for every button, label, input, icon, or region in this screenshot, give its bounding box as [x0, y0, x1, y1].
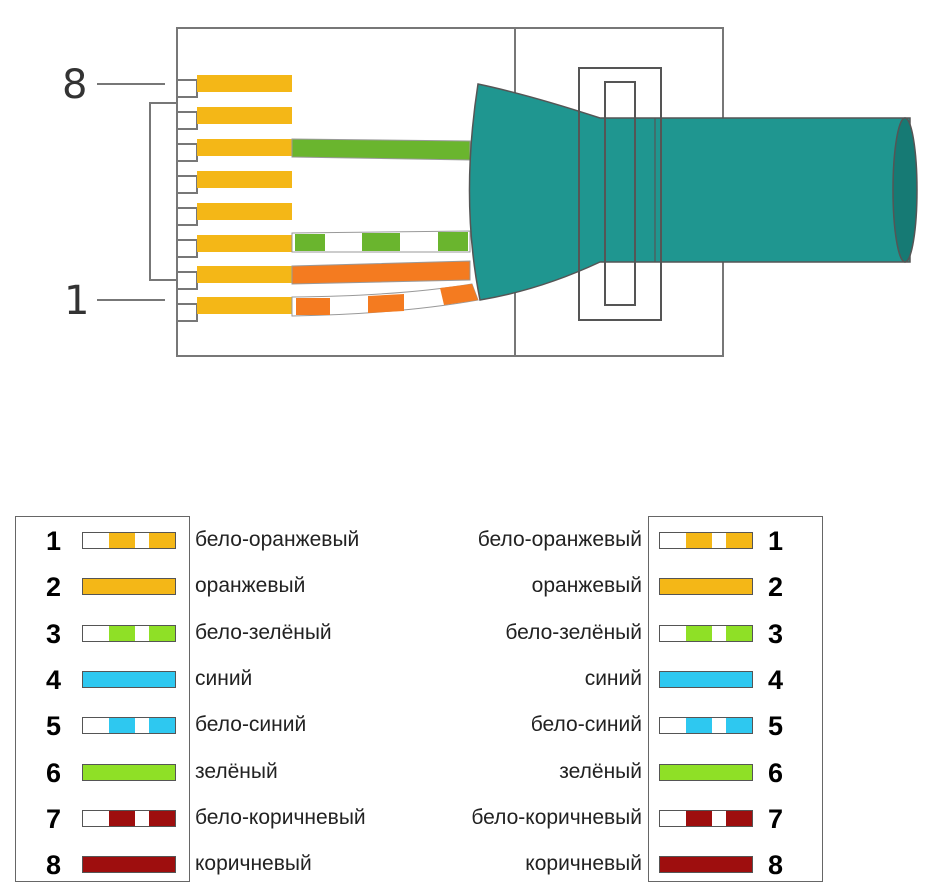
swatch-stripe — [149, 625, 175, 641]
contact-5 — [197, 171, 292, 188]
swatch-stripe — [726, 810, 752, 826]
pin-number: 1 — [768, 526, 784, 556]
wire-color-label: оранжевый — [531, 574, 642, 598]
pin-number: 1 — [46, 526, 62, 556]
legend-box-right — [648, 516, 823, 882]
wire-color-swatch — [659, 578, 753, 596]
swatch-stripe — [109, 625, 135, 641]
wire-color-swatch — [82, 763, 176, 781]
wire-color-label: бело-оранжевый — [477, 528, 642, 551]
wire-color-swatch — [659, 856, 753, 874]
swatch-stripe — [109, 533, 135, 548]
wire-color-swatch — [659, 717, 753, 735]
wire-color-swatch — [659, 624, 753, 642]
swatch-stripe — [686, 718, 712, 734]
wire-color-swatch — [659, 809, 753, 827]
contact-6 — [197, 139, 292, 156]
wire-color-label: бело-коричневый — [471, 805, 642, 829]
pin-number: 3 — [46, 618, 62, 649]
swatch-stripe — [686, 625, 712, 641]
wire-green — [291, 138, 471, 161]
rj45-connector-diagram: 8 1 — [62, 27, 918, 357]
wire-color-label: зелёный — [559, 759, 642, 783]
wire-color-label: бело-коричневый — [195, 805, 366, 829]
pin-number: 6 — [46, 757, 62, 788]
crimp-inner — [604, 81, 636, 306]
wire-color-label: бело-синий — [195, 713, 307, 737]
wire-color-label: синий — [584, 666, 642, 690]
contact-8 — [197, 75, 292, 92]
wire-color-swatch — [659, 763, 753, 781]
legend-box-left — [15, 516, 190, 882]
swatch-stripe — [726, 533, 752, 548]
contact-2 — [197, 266, 292, 283]
pin-number: 7 — [768, 803, 784, 834]
contact-1 — [197, 297, 292, 314]
wire-color-label: оранжевый — [195, 574, 306, 598]
contact-7 — [197, 107, 292, 124]
wire-color-label: коричневый — [195, 852, 312, 876]
pin-label-1: 1 — [64, 278, 89, 324]
contact-4 — [197, 203, 292, 220]
wire-orange — [291, 260, 471, 285]
cable-end — [892, 117, 918, 263]
swatch-stripe — [686, 533, 712, 548]
pin-number: 7 — [46, 803, 62, 834]
wire-color-label: бело-оранжевый — [195, 528, 360, 551]
crimp-outer — [578, 67, 662, 321]
wire-color-label: синий — [195, 666, 253, 690]
wire-white-orange — [291, 283, 479, 317]
swatch-stripe — [726, 718, 752, 734]
wire-color-swatch — [82, 578, 176, 596]
pin-number: 6 — [768, 757, 784, 788]
swatch-stripe — [149, 718, 175, 734]
pin-number: 5 — [768, 711, 784, 742]
swatch-stripe — [149, 810, 175, 826]
swatch-stripe — [109, 718, 135, 734]
gold-contacts — [197, 75, 292, 314]
wire-white-green — [291, 230, 471, 253]
pin-number: 2 — [46, 572, 62, 603]
pin-number: 8 — [46, 850, 62, 881]
wire-color-swatch — [659, 532, 753, 549]
wire-color-swatch — [82, 856, 176, 874]
pin-number: 8 — [768, 850, 784, 881]
wire-color-label: бело-зелёный — [505, 620, 642, 644]
wire-color-swatch — [82, 624, 176, 642]
contact-3 — [197, 235, 292, 252]
swatch-stripe — [149, 533, 175, 548]
pin-label-8: 8 — [62, 62, 87, 108]
wire-color-swatch — [82, 717, 176, 735]
pin-number: 3 — [768, 618, 784, 649]
wire-color-label: зелёный — [195, 759, 278, 783]
pin-number: 4 — [46, 664, 62, 695]
wire-color-label: бело-зелёный — [195, 620, 332, 644]
pin-number: 2 — [768, 572, 784, 603]
wire-color-swatch — [82, 809, 176, 827]
wire-color-label: бело-синий — [530, 713, 642, 737]
swatch-stripe — [726, 625, 752, 641]
swatch-stripe — [686, 810, 712, 826]
pin-number: 4 — [768, 664, 784, 695]
wire-color-swatch — [82, 670, 176, 688]
pin-number: 5 — [46, 711, 62, 742]
wire-color-label: коричневый — [525, 852, 642, 876]
swatch-stripe — [109, 810, 135, 826]
wire-color-swatch — [659, 670, 753, 688]
clip-bracket — [149, 102, 177, 281]
wire-color-swatch — [82, 532, 176, 549]
